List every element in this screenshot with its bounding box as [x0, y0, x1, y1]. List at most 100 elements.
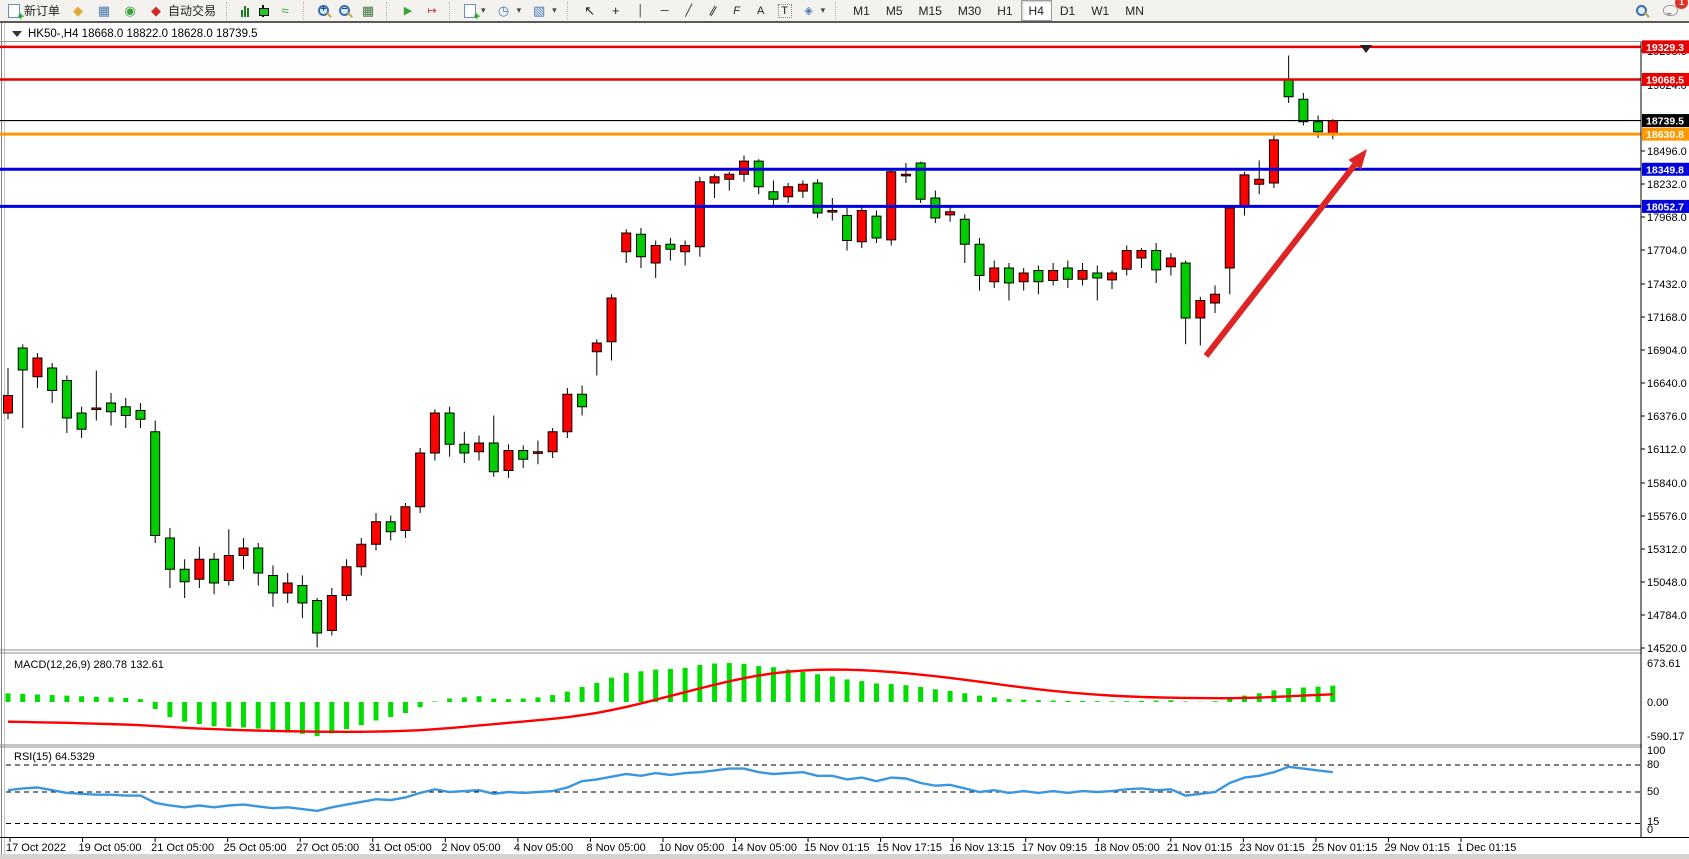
price-axis-tick-label: 17168.0: [1647, 312, 1687, 324]
tab-timeframe-h4[interactable]: H4: [1020, 0, 1052, 21]
candle-body: [326, 595, 337, 631]
time-axis-label: 15 Nov 17:15: [877, 842, 942, 854]
signal-button[interactable]: ◉: [117, 0, 143, 21]
candle-body: [120, 406, 131, 416]
arrows-tool-button[interactable]: ◈ ▾: [797, 0, 831, 21]
candle-body: [591, 342, 602, 353]
text-tool-button[interactable]: A: [749, 0, 773, 21]
candle-body: [371, 521, 381, 545]
tab-timeframe-m1[interactable]: M1: [845, 0, 878, 21]
bar-chart-button[interactable]: [236, 0, 254, 21]
charts-window-button[interactable]: ▦: [91, 0, 117, 21]
indicators-icon: ▧: [532, 2, 546, 18]
candle-body: [400, 506, 411, 531]
candle-body: [1327, 120, 1338, 135]
tab-timeframe-mn[interactable]: MN: [1117, 0, 1152, 21]
price-tag: [1642, 162, 1689, 176]
autoscroll-button[interactable]: ▶: [396, 0, 420, 21]
clock-icon: ◷: [497, 2, 510, 18]
time-axis-label: 17 Oct 2022: [6, 842, 66, 854]
candlestick-button[interactable]: [254, 0, 272, 21]
candle-body: [812, 182, 823, 214]
hline-tool-button[interactable]: ─: [653, 0, 677, 21]
period-clock-button[interactable]: ◷ ▾: [491, 0, 527, 21]
candle-body: [1121, 250, 1132, 270]
autotrade-button[interactable]: ◆ 自动交易: [143, 0, 221, 21]
tab-timeframe-m30[interactable]: M30: [950, 0, 989, 21]
crosshair-tool-button[interactable]: +: [603, 0, 629, 21]
price-tag-label: 18739.5: [1646, 116, 1684, 128]
bar-chart-icon: [241, 5, 250, 17]
candle-body: [753, 160, 764, 188]
time-axis-label: 25 Oct 05:00: [224, 842, 287, 854]
notifications-button[interactable]: 1: [1658, 0, 1688, 21]
price-tag-label: 18630.8: [1646, 129, 1684, 141]
candle-body: [179, 568, 190, 583]
candle-body: [1151, 250, 1162, 271]
chart-window: [0, 23, 1689, 859]
candlestick-icon: [259, 4, 270, 17]
templates-button[interactable]: + ▾: [459, 0, 491, 22]
new-order-button[interactable]: + 新订单: [3, 0, 65, 22]
candle-body: [297, 585, 308, 604]
candle-body: [635, 233, 646, 258]
symbol-dropdown-icon[interactable]: [12, 31, 22, 37]
chart-shift-button[interactable]: ↦: [420, 0, 444, 21]
price-tag: [1642, 199, 1689, 213]
candle-body: [842, 215, 853, 241]
zoom-in-button[interactable]: +: [313, 0, 334, 21]
candle-body: [1180, 262, 1191, 319]
candle-body: [827, 210, 838, 213]
trend-arrow-head[interactable]: [1348, 149, 1367, 170]
price-axis-area[interactable]: [1642, 42, 1689, 837]
time-axis-label: 21 Nov 01:15: [1167, 842, 1232, 854]
trend-arrow-line[interactable]: [1203, 162, 1358, 358]
price-tag: [1642, 40, 1689, 54]
vline-tool-button[interactable]: │: [629, 0, 653, 21]
price-tag: [1642, 72, 1689, 86]
candle-body: [1077, 270, 1088, 280]
indicators-button[interactable]: ▧ ▾: [526, 0, 562, 21]
channel-tool-button[interactable]: ∥: [701, 0, 725, 21]
candle-body: [1136, 250, 1147, 259]
fibonacci-tool-button[interactable]: F: [725, 0, 749, 21]
candle-body: [783, 186, 794, 198]
wand-button[interactable]: ◆: [65, 0, 91, 21]
candle-body: [1298, 98, 1309, 123]
horizontal-line-icon: ─: [660, 4, 669, 17]
price-axis-tick-label: 16376.0: [1647, 411, 1687, 423]
candle-body: [415, 452, 426, 508]
candle-body: [915, 162, 926, 200]
candle-body: [1003, 267, 1014, 284]
search-button[interactable]: [1631, 0, 1652, 21]
candle-body: [900, 173, 911, 177]
tab-timeframe-w1[interactable]: W1: [1083, 0, 1117, 21]
cursor-tool-button[interactable]: ↖: [577, 0, 603, 21]
zoom-out-button[interactable]: −: [334, 0, 355, 21]
rsi-axis-label: 0: [1647, 824, 1653, 836]
candle-body: [562, 393, 573, 433]
trendline-tool-button[interactable]: ╱: [677, 0, 701, 21]
tile-windows-button[interactable]: ▦: [355, 0, 381, 21]
tab-timeframe-m5[interactable]: M5: [878, 0, 911, 21]
candle-body: [768, 191, 779, 200]
price-axis-tick-label: 16904.0: [1647, 345, 1687, 357]
price-axis-tick-label: 16640.0: [1647, 378, 1687, 390]
chart-canvas[interactable]: HK50-,H4 18668.0 18822.0 18628.0 18739.5…: [0, 23, 1689, 859]
chart-shift-marker-icon[interactable]: [1360, 45, 1372, 53]
candle-body: [474, 442, 485, 453]
candle-body: [341, 566, 352, 596]
text-label-tool-button[interactable]: T: [773, 0, 797, 21]
indicators-caret-icon: ▾: [552, 5, 557, 15]
tab-timeframe-m15[interactable]: M15: [911, 0, 950, 21]
candle-body: [1033, 270, 1044, 283]
candle-body: [621, 232, 632, 253]
tab-timeframe-h1[interactable]: H1: [989, 0, 1020, 21]
time-axis-label: 21 Oct 05:00: [151, 842, 214, 854]
price-axis-tick-label: 17704.0: [1647, 245, 1687, 257]
time-axis-label: 16 Nov 13:15: [949, 842, 1014, 854]
rsi-axis-label: 50: [1647, 786, 1659, 798]
line-chart-button[interactable]: ≈: [272, 0, 298, 21]
tab-timeframe-d1[interactable]: D1: [1052, 0, 1083, 21]
candle-body: [47, 367, 58, 391]
